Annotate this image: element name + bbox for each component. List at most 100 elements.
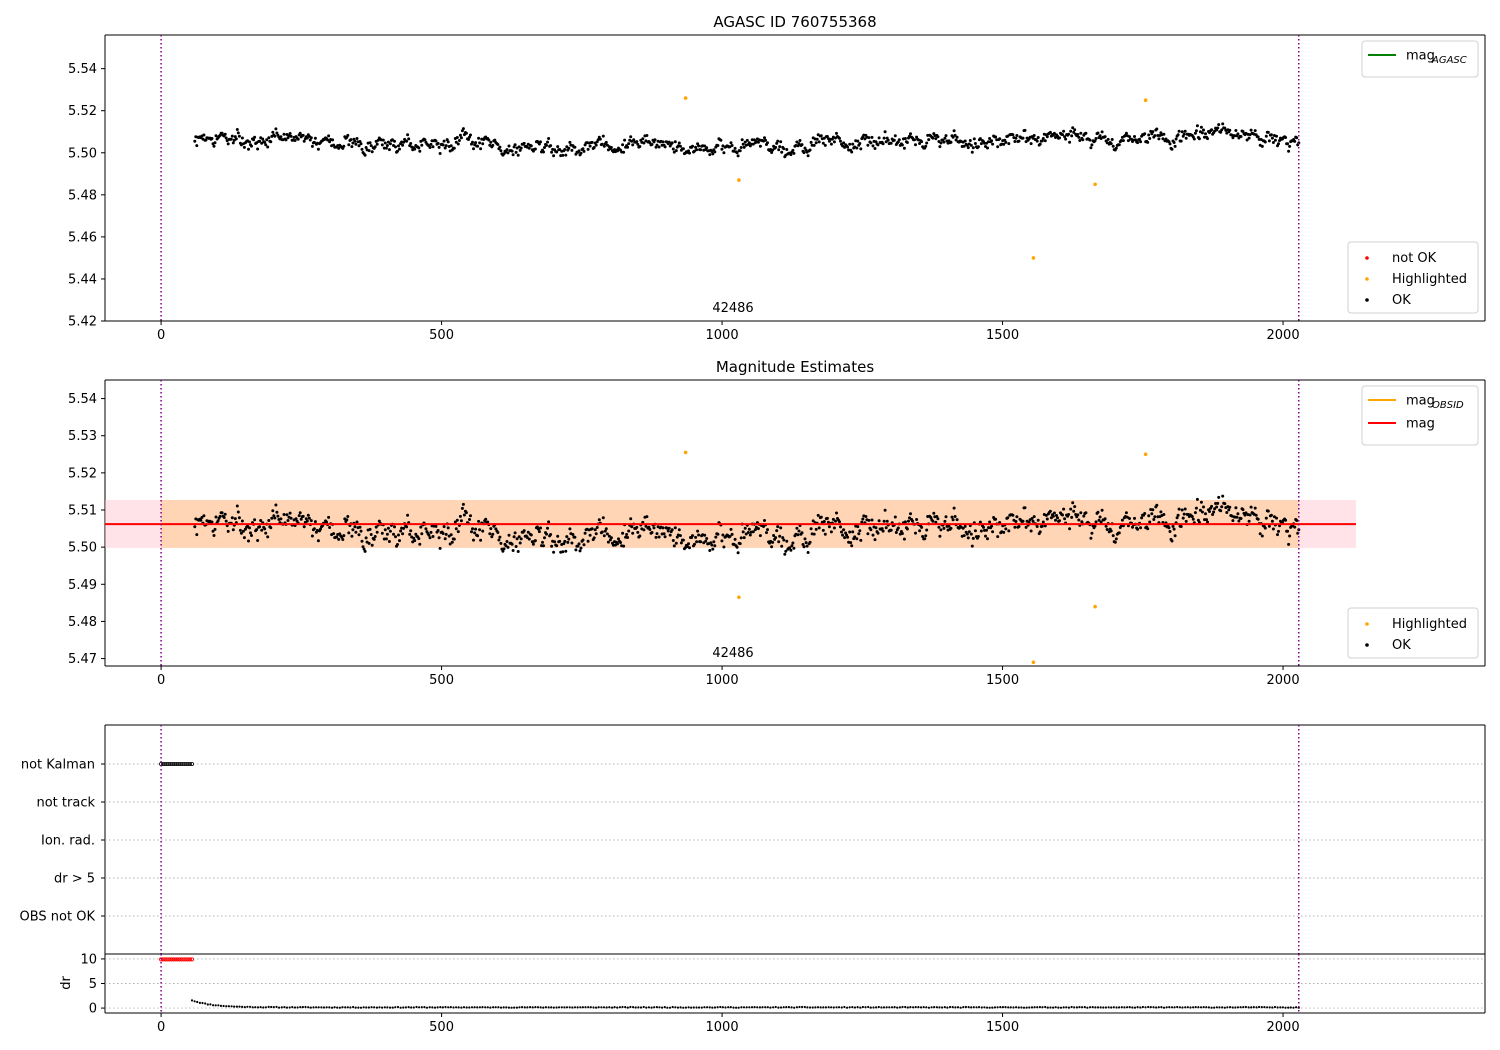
ok-point [374, 525, 378, 529]
ok-point [670, 528, 674, 532]
ok-point [802, 545, 806, 549]
dr-point [206, 1003, 209, 1006]
highlighted-point [683, 450, 688, 455]
ok-point [1161, 137, 1165, 141]
ok-point [1182, 132, 1186, 136]
dr-point [737, 1006, 740, 1009]
ok-point [381, 138, 385, 142]
ok-point [380, 143, 384, 147]
ok-point [699, 540, 703, 544]
ok-point [834, 519, 837, 523]
dr-point [1178, 1006, 1181, 1009]
ok-point [835, 511, 838, 515]
ok-point [533, 539, 537, 543]
ok-point [289, 516, 293, 520]
ok-point [790, 544, 794, 548]
ok-point [758, 144, 762, 148]
ok-point [515, 537, 519, 541]
ok-point [775, 529, 779, 533]
ok-point [506, 151, 510, 155]
ok-point [279, 135, 283, 139]
dr-point [669, 1006, 672, 1009]
dr-point [354, 1006, 357, 1009]
dr-red-point [179, 957, 184, 962]
ok-point [1051, 514, 1055, 518]
ok-point [970, 544, 974, 548]
flag-point [187, 762, 192, 767]
ok-point [952, 506, 956, 510]
ok-point [742, 145, 746, 149]
ok-point [1078, 139, 1082, 142]
ok-point [1234, 506, 1238, 510]
ok-point [661, 526, 665, 530]
ok-point [546, 526, 549, 530]
ok-point [1156, 134, 1160, 137]
ok-point [1239, 135, 1243, 138]
ok-point [570, 148, 574, 152]
dr-point [428, 1006, 431, 1009]
ok-point [998, 137, 1002, 141]
y-tick-label: 5.47 [68, 652, 97, 667]
dr-point [399, 1006, 402, 1009]
dr-point [1020, 1006, 1023, 1009]
ok-point [543, 146, 546, 149]
dr-point [856, 1006, 859, 1009]
ok-point [657, 535, 661, 539]
ok-point [808, 540, 812, 544]
ok-point [265, 138, 269, 142]
dr-point [1041, 1006, 1044, 1009]
ok-point [1287, 542, 1291, 546]
ok-point [1094, 137, 1098, 140]
ok-point [1143, 132, 1147, 136]
ok-point [1043, 524, 1047, 528]
ok-point [304, 517, 308, 521]
ok-point [1173, 534, 1177, 538]
ok-point [478, 141, 482, 145]
ok-point [883, 508, 887, 512]
dr-point [1115, 1006, 1118, 1009]
ok-point [667, 140, 671, 144]
ok-point [310, 534, 314, 538]
ok-point [384, 537, 388, 541]
ok-point [1048, 509, 1052, 513]
ok-point [449, 144, 453, 148]
ok-point [332, 532, 336, 536]
ok-point [1172, 527, 1176, 531]
ok-point [869, 528, 873, 532]
highlighted-point [1143, 98, 1148, 102]
ok-point [1199, 125, 1203, 129]
ok-point [677, 528, 681, 532]
ok-point [1032, 515, 1036, 519]
y-tick-label: 5.53 [68, 429, 97, 444]
ok-point [1239, 517, 1243, 520]
ok-point [302, 525, 306, 529]
ok-point [1157, 137, 1161, 141]
ok-point [1195, 497, 1199, 501]
ok-point [798, 139, 802, 142]
ok-point [307, 516, 311, 520]
ok-point [1295, 136, 1299, 140]
ok-point [1286, 142, 1290, 146]
ok-point [1038, 142, 1042, 146]
ok-point [603, 529, 607, 533]
ok-point [1293, 139, 1297, 143]
ok-point [1266, 130, 1270, 134]
y-tick-label: 5.50 [68, 541, 97, 556]
ok-point [647, 525, 651, 529]
dr-point [1266, 1006, 1269, 1009]
ok-point [1045, 135, 1049, 139]
ok-point [972, 137, 976, 141]
ok-point [1293, 525, 1297, 529]
ok-point [630, 525, 634, 529]
x-tick-label: 500 [429, 328, 454, 343]
ok-point [693, 542, 696, 546]
ok-point [1032, 134, 1036, 137]
ok-point [931, 519, 935, 523]
dr-point [1044, 1005, 1047, 1009]
dr-point [565, 1006, 569, 1009]
ok-point [446, 526, 450, 530]
ok-point [653, 138, 657, 142]
ok-point [1070, 134, 1074, 138]
ok-point [386, 526, 390, 530]
ok-point [752, 138, 756, 142]
